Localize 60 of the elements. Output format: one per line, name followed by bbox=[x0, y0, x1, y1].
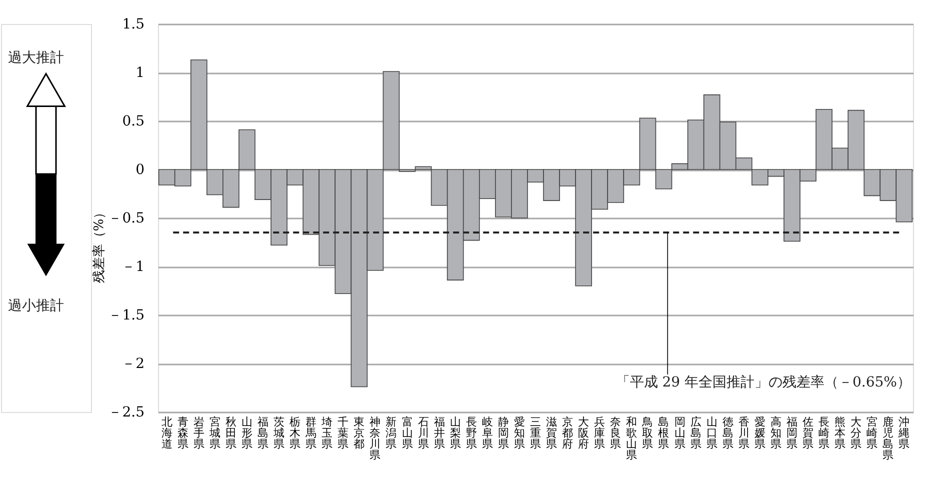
x-tick-label: 滋賀県 bbox=[546, 416, 558, 450]
x-tick-label: 千葉県 bbox=[338, 416, 349, 450]
x-tick-label: 青森県 bbox=[177, 416, 188, 450]
x-tick-label: 香川県 bbox=[738, 416, 750, 450]
x-tick-label: 徳島県 bbox=[722, 416, 734, 450]
x-tick-label: 栃木県 bbox=[290, 416, 301, 450]
x-tick-label: 愛媛県 bbox=[754, 416, 766, 450]
x-tick-label: 新潟県 bbox=[386, 416, 397, 450]
x-tick-label: 静岡県 bbox=[498, 416, 509, 450]
x-tick-label: 熊本県 bbox=[834, 416, 846, 450]
y-tick-label: －1 bbox=[122, 259, 144, 275]
y-tick-label: 1 bbox=[136, 65, 144, 81]
x-tick-label: 山形県 bbox=[241, 416, 252, 450]
x-tick-label: 広島県 bbox=[690, 416, 702, 450]
y-axis-title: 残差率（%） bbox=[91, 206, 108, 284]
x-tick-label: 福島県 bbox=[257, 416, 268, 450]
x-tick-label: 長野県 bbox=[466, 416, 477, 450]
x-tick-label: 福井県 bbox=[434, 416, 445, 450]
x-tick-label: 宮城県 bbox=[208, 416, 220, 450]
x-tick-label: 大阪府 bbox=[578, 416, 590, 450]
x-tick-label: 茨城県 bbox=[272, 416, 285, 450]
y-tick-label: 0 bbox=[136, 162, 144, 178]
x-tick-label: 岡山県 bbox=[674, 416, 686, 450]
x-tick-label: 鳥取県 bbox=[641, 416, 654, 450]
x-tick-label: 神奈川県 bbox=[370, 416, 381, 462]
x-tick-label: 高知県 bbox=[770, 416, 782, 450]
y-tick-label: 0.5 bbox=[122, 114, 144, 130]
x-tick-label: 東京都 bbox=[354, 416, 365, 450]
x-tick-label: 兵庫県 bbox=[594, 416, 606, 450]
x-tick-label: 石川県 bbox=[418, 416, 429, 450]
x-tick-label: 島根県 bbox=[658, 416, 670, 450]
x-tick-label: 岐阜県 bbox=[482, 416, 493, 450]
x-tick-label: 奈良県 bbox=[610, 416, 622, 450]
x-tick-label: 佐賀県 bbox=[802, 416, 814, 450]
x-tick-label: 岩手県 bbox=[193, 416, 204, 450]
y-tick-label: －2 bbox=[122, 356, 144, 372]
x-tick-label: 長崎県 bbox=[818, 416, 830, 450]
y-tick-label: －0.5 bbox=[108, 210, 144, 226]
y-tick-label: －1.5 bbox=[108, 308, 144, 324]
x-tick-label: 山口県 bbox=[706, 416, 718, 450]
text: 過小推計 bbox=[8, 298, 64, 314]
x-tick-label: 三重県 bbox=[530, 416, 541, 450]
x-tick-label: 秋田県 bbox=[225, 416, 236, 450]
ref-line-label: 「平成 29 年全国推計」の残差率（－0.65%） bbox=[616, 374, 911, 391]
x-tick-label: 富山県 bbox=[402, 416, 413, 450]
x-tick-label: 福岡県 bbox=[786, 416, 798, 450]
x-tick-label: 和歌山県 bbox=[626, 416, 638, 462]
x-tick-label: 愛知県 bbox=[514, 416, 525, 450]
x-tick-label: 北海道 bbox=[161, 416, 172, 450]
y-tick-label: －2.5 bbox=[108, 404, 144, 420]
x-tick-label: 大分県 bbox=[850, 416, 862, 450]
y-tick-label: 1.5 bbox=[122, 16, 144, 32]
x-tick-label: 埼玉県 bbox=[320, 416, 333, 450]
text: 過大推計 bbox=[8, 50, 64, 66]
x-tick-label: 宮崎県 bbox=[866, 416, 878, 450]
x-tick-label: 山梨県 bbox=[450, 416, 461, 450]
x-tick-label: 京都府 bbox=[562, 416, 574, 450]
x-tick-label: 鹿児島県 bbox=[882, 416, 894, 462]
x-tick-label: 沖縄県 bbox=[898, 416, 910, 450]
x-tick-label: 群馬県 bbox=[304, 416, 317, 450]
